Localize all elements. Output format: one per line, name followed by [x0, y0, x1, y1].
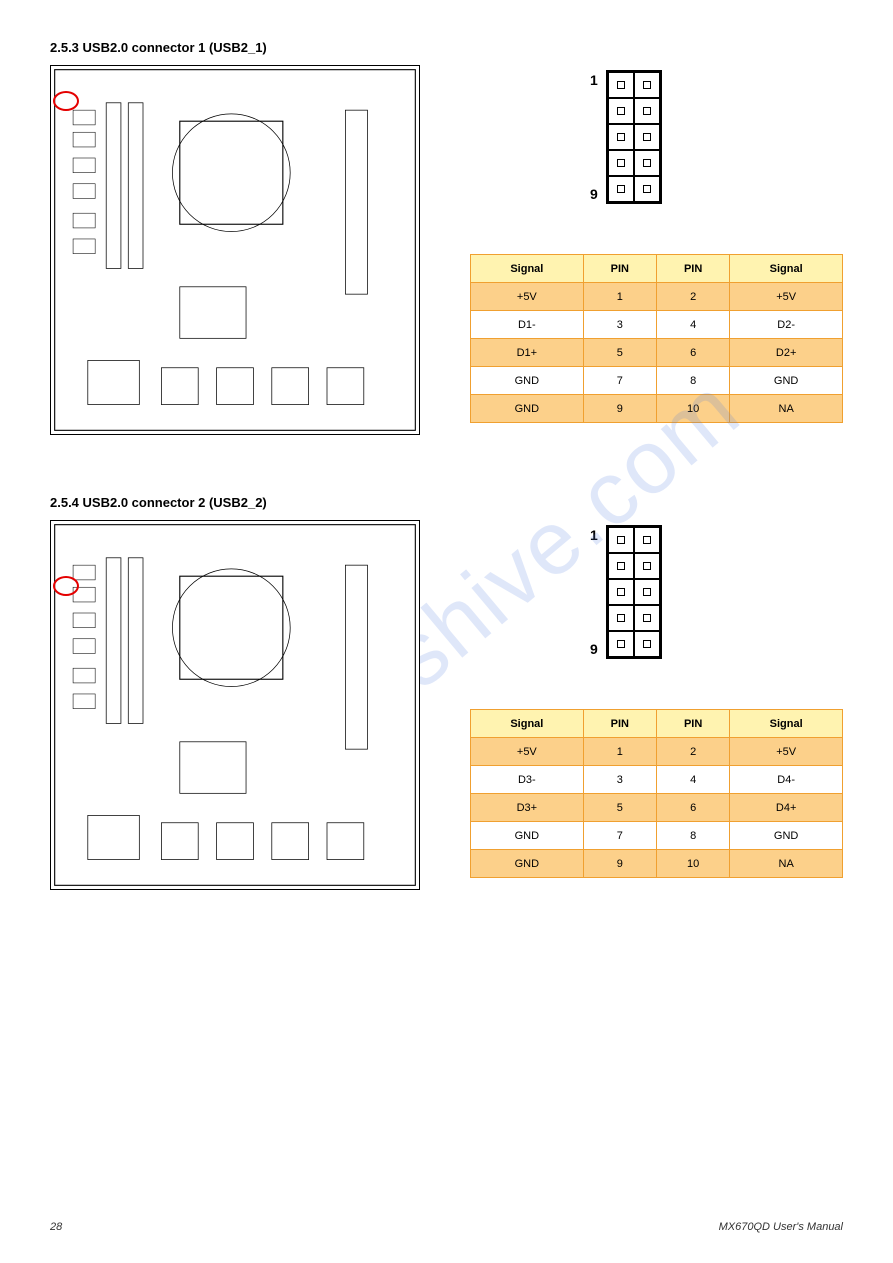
td: D3- [471, 766, 584, 794]
td: 3 [583, 311, 656, 339]
pin-label-bottom-2: 9 [590, 641, 598, 657]
td: 2 [656, 283, 729, 311]
section-usb-2: 2.5.4 USB2.0 connector 2 (USB2_2) [50, 495, 843, 890]
section1-title: 2.5.3 USB2.0 connector 1 (USB2_1) [50, 40, 430, 55]
td: GND [730, 822, 843, 850]
td: +5V [471, 738, 584, 766]
td: 7 [583, 367, 656, 395]
th: PIN [583, 710, 656, 738]
section2-title: 2.5.4 USB2.0 connector 2 (USB2_2) [50, 495, 430, 510]
td: +5V [730, 283, 843, 311]
td: 5 [583, 339, 656, 367]
td: GND [730, 367, 843, 395]
td: +5V [730, 738, 843, 766]
td: D4- [730, 766, 843, 794]
manual-title: MX670QD User's Manual [719, 1221, 843, 1233]
th: PIN [583, 255, 656, 283]
td: 10 [656, 850, 729, 878]
td: D1- [471, 311, 584, 339]
td: D4+ [730, 794, 843, 822]
pin-label-bottom-1: 9 [590, 186, 598, 202]
motherboard-diagram-2 [50, 520, 420, 890]
td: 8 [656, 822, 729, 850]
th: Signal [730, 255, 843, 283]
td: 4 [656, 766, 729, 794]
td: D2+ [730, 339, 843, 367]
th: Signal [730, 710, 843, 738]
highlight-circle-1 [53, 91, 79, 111]
td: 6 [656, 794, 729, 822]
td: 1 [583, 283, 656, 311]
td: GND [471, 367, 584, 395]
highlight-circle-2 [53, 576, 79, 596]
th: Signal [471, 255, 584, 283]
pin-diagram-2: 1 9 [590, 525, 843, 659]
td: 3 [583, 766, 656, 794]
td: D1+ [471, 339, 584, 367]
td: GND [471, 822, 584, 850]
td: NA [730, 395, 843, 423]
td: 10 [656, 395, 729, 423]
td: 6 [656, 339, 729, 367]
td: D2- [730, 311, 843, 339]
td: GND [471, 395, 584, 423]
td: 7 [583, 822, 656, 850]
td: NA [730, 850, 843, 878]
page-footer: 28 MX670QD User's Manual [50, 1221, 843, 1233]
page-number: 28 [50, 1221, 62, 1233]
td: 4 [656, 311, 729, 339]
td: 2 [656, 738, 729, 766]
th: PIN [656, 255, 729, 283]
pinout-table-2: Signal PIN PIN Signal +5V12+5V D3-34D4- … [470, 709, 843, 878]
td: +5V [471, 283, 584, 311]
td: 1 [583, 738, 656, 766]
th: Signal [471, 710, 584, 738]
td: 8 [656, 367, 729, 395]
td: 9 [583, 395, 656, 423]
pin-label-top-2: 1 [590, 527, 598, 543]
th: PIN [656, 710, 729, 738]
pin-label-top-1: 1 [590, 72, 598, 88]
motherboard-diagram-1 [50, 65, 420, 435]
td: 5 [583, 794, 656, 822]
td: D3+ [471, 794, 584, 822]
pinout-table-1: Signal PIN PIN Signal +5V12+5V D1-34D2- … [470, 254, 843, 423]
td: 9 [583, 850, 656, 878]
pin-diagram-1: 1 9 [590, 70, 843, 204]
section-usb-1: 2.5.3 USB2.0 connector 1 (USB2_1) [50, 40, 843, 435]
td: GND [471, 850, 584, 878]
